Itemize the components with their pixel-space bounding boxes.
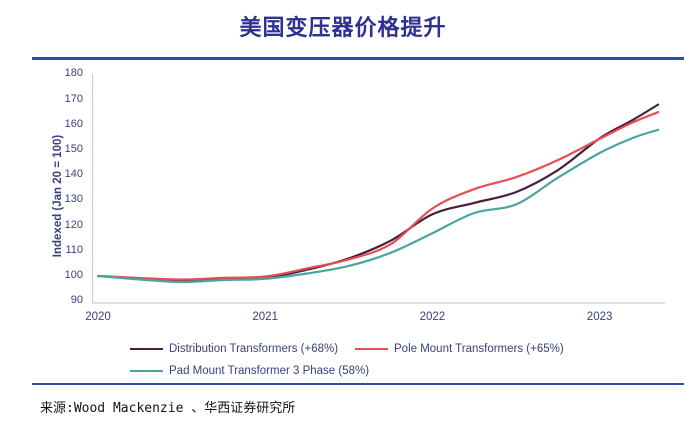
x-tick-2021: 2021 xyxy=(252,311,278,323)
y-tick-110: 110 xyxy=(65,243,83,256)
legend-label-pad-mount-transformer: Pad Mount Transformer 3 Phase (58%) xyxy=(169,365,370,377)
x-tick-2022: 2022 xyxy=(419,311,446,323)
series-line-pole-mount-transformers-65 xyxy=(96,111,660,281)
y-tick-120: 120 xyxy=(64,218,83,231)
legend-label-pole-mount-transformers: Pole Mount Transformers (+65%) xyxy=(394,343,564,355)
x-tick-2020: 2020 xyxy=(85,311,111,323)
y-tick-170: 170 xyxy=(64,92,83,105)
y-tick-180: 180 xyxy=(64,67,83,80)
legend-item-pole-mount-transformers: Pole Mount Transformers (+65%) xyxy=(355,342,564,356)
legend-item-pad-mount-transformer: Pad Mount Transformer 3 Phase (58%) xyxy=(130,364,369,378)
chart-plot-area xyxy=(91,70,686,315)
pole-mount-transformers-line-swatch xyxy=(355,347,388,351)
y-tick-90: 90 xyxy=(70,294,83,307)
legend-label-distribution-transformers: Distribution Transformers (+68%) xyxy=(169,343,339,355)
series-line-pad-mount-transformer-3-phase-58 xyxy=(96,128,660,284)
y-tick-100: 100 xyxy=(64,269,83,281)
page-title: 美国变压器价格提升 xyxy=(239,15,447,40)
series-line-distribution-transformers-68 xyxy=(96,103,660,282)
distribution-transformers-line-swatch xyxy=(130,347,163,351)
price-index-line-chart xyxy=(91,74,665,304)
x-tick-2023: 2023 xyxy=(586,311,613,323)
y-tick-160: 160 xyxy=(64,117,83,130)
title-divider-line xyxy=(32,57,684,60)
pad-mount-transformer-line-swatch xyxy=(130,369,163,373)
y-tick-130: 130 xyxy=(64,193,83,206)
source-attribution: 来源:Wood Mackenzie 、华西证券研究所 xyxy=(40,401,296,416)
legend-item-distribution-transformers: Distribution Transformers (+68%) xyxy=(130,342,338,356)
y-tick-150: 150 xyxy=(64,143,83,155)
footer-divider-line xyxy=(32,383,684,385)
y-tick-140: 140 xyxy=(64,168,83,181)
